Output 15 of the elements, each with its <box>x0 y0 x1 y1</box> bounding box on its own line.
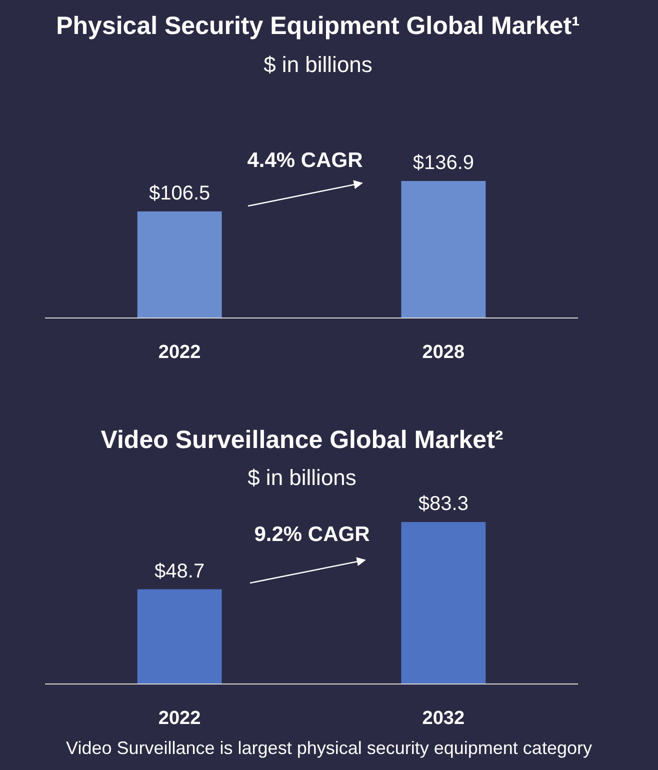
annotation: 9.2% CAGR <box>254 523 370 546</box>
chart-subtitle: $ in billions <box>248 465 356 490</box>
x-tick-label: 2028 <box>422 342 465 363</box>
x-tick-label: 2022 <box>158 708 201 729</box>
chart-subtitle: $ in billions <box>264 52 372 77</box>
x-tick-label: 2022 <box>158 342 201 363</box>
data-label: $48.7 <box>154 560 205 582</box>
text: 4.4% CAGR <box>247 149 363 172</box>
text: Video Surveillance is largest physical security equipment category <box>66 738 592 758</box>
data-label: $136.9 <box>412 152 474 174</box>
chart-title: Physical Security Equipment Global Market¹ <box>56 12 580 40</box>
data-label: $106.5 <box>148 182 210 204</box>
chart-title: Video Surveillance Global Market² <box>100 426 504 454</box>
x-tick-label: 2032 <box>422 708 465 729</box>
data-label: $83.3 <box>418 493 468 515</box>
